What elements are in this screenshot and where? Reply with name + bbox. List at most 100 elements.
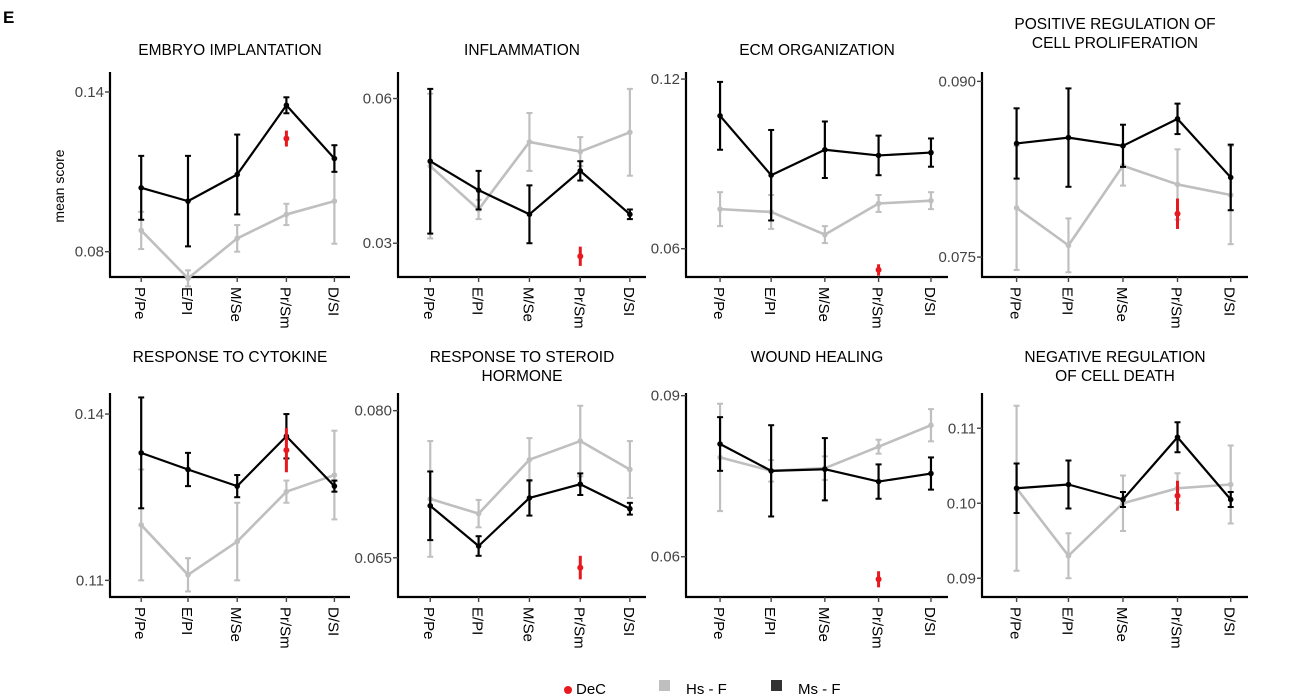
panel-title: RESPONSE TO CYTOKINE [133,349,328,366]
y-tick-label: 0.11 [76,572,104,589]
data-point [138,450,144,456]
legend: DeC Hs - F Ms - F [564,680,841,698]
panel-title: RESPONSE TO STEROID [430,349,615,366]
x-tick-label: M/Se [815,607,832,642]
data-point [283,102,290,109]
legend-label: Hs - F [686,681,727,698]
x-tick-label: Pr/Sm [276,287,293,329]
legend-label: Ms - F [798,681,841,698]
data-point [1065,134,1072,141]
dec-point [1174,210,1181,217]
data-point [138,185,144,191]
data-point [1065,242,1072,249]
y-tick-label: 0.08 [75,244,104,261]
data-point [822,231,828,238]
data-point [475,543,482,549]
y-tick-label: 0.03 [363,235,392,252]
panel-title: EMBRYO IMPLANTATION [138,42,321,59]
x-tick-label: P/Pe [420,607,437,640]
dec-point [577,253,584,260]
x-tick-label: Pr/Sm [276,607,293,649]
x-tick-label: D/SI [921,607,938,636]
panel-title: WOUND HEALING [751,349,884,366]
x-tick-label: D/SI [620,287,637,316]
x-tick-label: P/Pe [131,607,148,640]
data-point [138,522,144,528]
data-point [526,211,533,218]
panel-title: INFLAMMATION [464,42,580,59]
data-point [331,198,338,204]
chart-panels: EMBRYO IMPLANTATION 0.08 0.14 P/Pe E/PI M/Se P… [75,16,1248,649]
x-tick-label: Pr/Sm [869,287,886,329]
data-point [1174,434,1181,441]
y-tick-label: 0.14 [75,84,104,101]
dec-point [875,266,882,273]
data-point [526,456,533,463]
x-tick-label: P/Pe [420,287,437,320]
chart-panel: ECM ORGANIZATION 0.06 0.12 P/Pe E/PI M/Se Pr/S… [651,42,948,329]
data-point [1065,552,1072,559]
data-point [331,483,338,489]
x-tick-label: D/SI [1221,607,1238,636]
data-point [138,227,144,234]
data-point [627,211,633,218]
x-tick-label: M/Se [815,287,832,322]
y-tick-label: 0.06 [363,91,392,108]
data-point [717,206,723,212]
data-point [928,470,934,477]
x-tick-label: Pr/Sm [1168,607,1185,649]
dec-point [1174,492,1181,499]
panel-title: CELL PROLIFERATION [1032,35,1198,52]
chart-panel: WOUND HEALING 0.06 0.09 P/Pe E/PI M/Se Pr/Sm D/… [651,349,948,649]
x-tick-label: Pr/Sm [869,607,886,649]
data-point [1174,116,1181,122]
x-tick-label: Pr/Sm [570,607,587,649]
panel-title: ECM ORGANIZATION [739,42,895,59]
x-tick-label: P/Pe [1007,607,1024,640]
x-tick-label: E/PI [469,607,486,635]
x-tick-label: E/PI [1058,287,1075,315]
data-point [185,572,191,578]
data-point [475,187,482,193]
data-point [875,152,882,159]
data-point [1013,140,1020,147]
data-point [185,466,191,473]
x-tick-label: M/Se [1113,607,1130,642]
data-point [1174,181,1181,188]
data-point [427,158,434,165]
x-tick-label: E/PI [761,607,778,635]
x-tick-label: D/SI [921,287,938,316]
data-point [1227,496,1234,503]
data-point [717,113,723,119]
y-tick-label: 0.14 [75,406,104,423]
data-point [185,275,191,282]
legend-label: DeC [576,681,606,698]
data-point [526,139,533,145]
x-tick-label: E/PI [1058,607,1075,635]
data-point [627,129,633,136]
data-point [1227,174,1234,181]
data-point [427,502,434,509]
x-tick-label: M/Se [519,287,536,322]
data-point [526,495,533,501]
data-point [185,198,191,204]
data-point [234,483,240,489]
data-point [627,466,633,473]
x-tick-label: P/Pe [131,287,148,320]
dec-point [875,576,882,583]
x-tick-label: M/Se [1113,287,1130,322]
legend-swatch [659,680,670,691]
data-point [475,510,482,517]
dec-point [283,447,290,454]
dec-point [283,135,290,142]
y-tick-label: 0.11 [948,420,976,437]
y-tick-label: 0.06 [651,241,680,258]
data-point [577,148,584,155]
data-point [875,478,882,485]
x-tick-label: Pr/Sm [1168,287,1185,329]
y-axis-label: mean score [51,149,67,222]
data-point [577,168,584,174]
dec-point [577,564,584,571]
x-tick-label: D/SI [620,607,637,636]
